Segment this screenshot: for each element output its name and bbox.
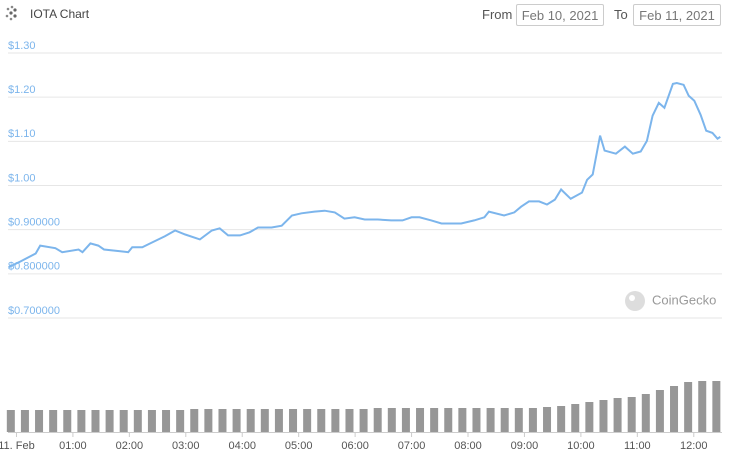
y-tick-label: $0.900000: [8, 217, 60, 229]
volume-bar: [401, 408, 410, 432]
volume-bar: [514, 408, 523, 432]
volume-bar: [91, 410, 100, 432]
volume-bar: [359, 409, 368, 432]
volume-bar: [77, 410, 86, 432]
y-tick-label: $1.00: [8, 172, 36, 184]
volume-bar: [105, 410, 114, 432]
from-date[interactable]: Feb 10, 2021: [516, 4, 604, 26]
x-tick-label: 11:00: [624, 440, 651, 452]
volume-bar: [246, 409, 255, 432]
x-tick-label: 11. Feb: [0, 440, 35, 452]
watermark: CoinGecko: [652, 292, 716, 307]
volume-bar: [289, 409, 298, 432]
volume-bar: [641, 394, 650, 432]
x-tick-label: 09:00: [511, 440, 539, 452]
volume-bar: [218, 409, 227, 432]
x-tick-label: 12:00: [680, 440, 708, 452]
volume-bar: [585, 402, 594, 432]
x-tick-label: 08:00: [454, 440, 482, 452]
volume-bar: [35, 410, 44, 432]
volume-bar: [655, 390, 664, 432]
volume-bar: [627, 397, 636, 432]
x-tick-label: 02:00: [116, 440, 144, 452]
volume-bar: [317, 409, 326, 432]
volume-bar: [204, 409, 213, 432]
to-date[interactable]: Feb 11, 2021: [633, 4, 721, 26]
volume-bar: [331, 409, 340, 432]
to-label: To: [614, 7, 628, 22]
x-tick-label: 05:00: [285, 440, 313, 452]
volume-bar: [6, 410, 15, 432]
volume-bar: [373, 408, 382, 432]
volume-bar: [63, 410, 72, 432]
y-tick-label: $0.800000: [8, 261, 60, 273]
chart-title: IOTA Chart: [30, 7, 90, 21]
volume-bar: [571, 404, 580, 432]
x-tick-label: 06:00: [341, 440, 369, 452]
price-line: [8, 81, 721, 269]
volume-bar: [147, 410, 156, 432]
volume-bar: [684, 382, 693, 432]
volume-bar: [500, 408, 509, 432]
volume-bar: [557, 406, 566, 432]
volume-bar: [458, 408, 467, 432]
volume-bar: [303, 409, 312, 432]
x-tick-label: 10:00: [567, 440, 595, 452]
volume-bar: [472, 408, 481, 432]
volume-bar: [190, 409, 199, 432]
volume-bar: [260, 409, 269, 432]
volume-bar: [599, 400, 608, 432]
volume-bar: [345, 409, 354, 432]
y-tick-label: $0.700000: [8, 305, 60, 317]
volume-bar: [20, 410, 29, 432]
volume-bar: [543, 407, 552, 432]
volume-bar: [133, 410, 142, 432]
x-tick-label: 01:00: [59, 440, 87, 452]
logo: [5, 5, 17, 21]
volume-bar: [712, 381, 721, 432]
volume-bar: [430, 408, 439, 432]
watermark-logo: [625, 291, 645, 311]
volume-bar: [119, 410, 128, 432]
y-tick-label: $1.10: [8, 128, 36, 140]
volume-bar: [528, 408, 537, 432]
volume-bar: [416, 408, 425, 432]
volume-bar: [176, 410, 185, 432]
y-tick-label: $1.20: [8, 84, 36, 96]
volume-bar: [670, 386, 679, 432]
volume-bar: [486, 408, 495, 432]
from-label: From: [482, 7, 513, 22]
volume-bar: [162, 410, 171, 432]
volume-bar: [232, 409, 241, 432]
x-tick-label: 07:00: [398, 440, 426, 452]
x-tick-label: 04:00: [228, 440, 256, 452]
volume-bar: [49, 410, 58, 432]
volume-bar: [274, 409, 283, 432]
volume-bar: [387, 408, 396, 432]
volume-bar: [444, 408, 453, 432]
y-tick-label: $1.30: [8, 40, 36, 52]
x-tick-label: 03:00: [172, 440, 200, 452]
volume-bar: [698, 381, 707, 432]
volume-bar: [613, 398, 622, 432]
